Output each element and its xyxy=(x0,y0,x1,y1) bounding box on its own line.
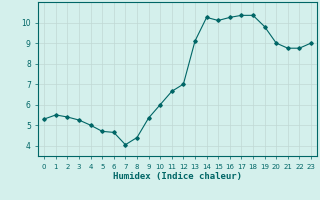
X-axis label: Humidex (Indice chaleur): Humidex (Indice chaleur) xyxy=(113,172,242,181)
